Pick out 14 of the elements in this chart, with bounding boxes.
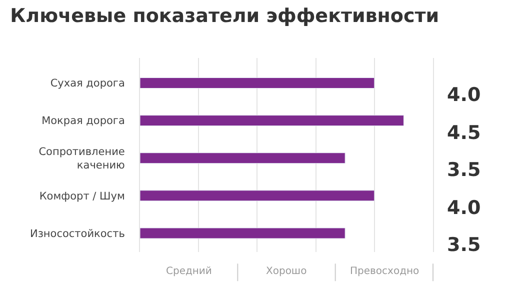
- data-label: 3.5: [447, 234, 481, 256]
- y-tick-label: Сухая дорога: [50, 78, 125, 90]
- y-tick-label: Сопротивление качению: [38, 146, 126, 172]
- data-label: 4.5: [447, 122, 481, 144]
- data-label: 4.0: [447, 197, 481, 219]
- y-tick-label: Мокрая дорога: [42, 115, 125, 128]
- chart-title: Ключевые показатели эффективности: [10, 5, 440, 28]
- text: Хорошо: [266, 266, 307, 277]
- data-label: 3.5: [447, 159, 481, 181]
- data-label: 4.0: [447, 84, 481, 106]
- text: Средний: [166, 266, 212, 277]
- text: Превосходно: [350, 266, 420, 277]
- y-tick-label: Износостойкость: [30, 228, 125, 240]
- y-tick-label: Комфорт / Шум: [39, 190, 125, 202]
